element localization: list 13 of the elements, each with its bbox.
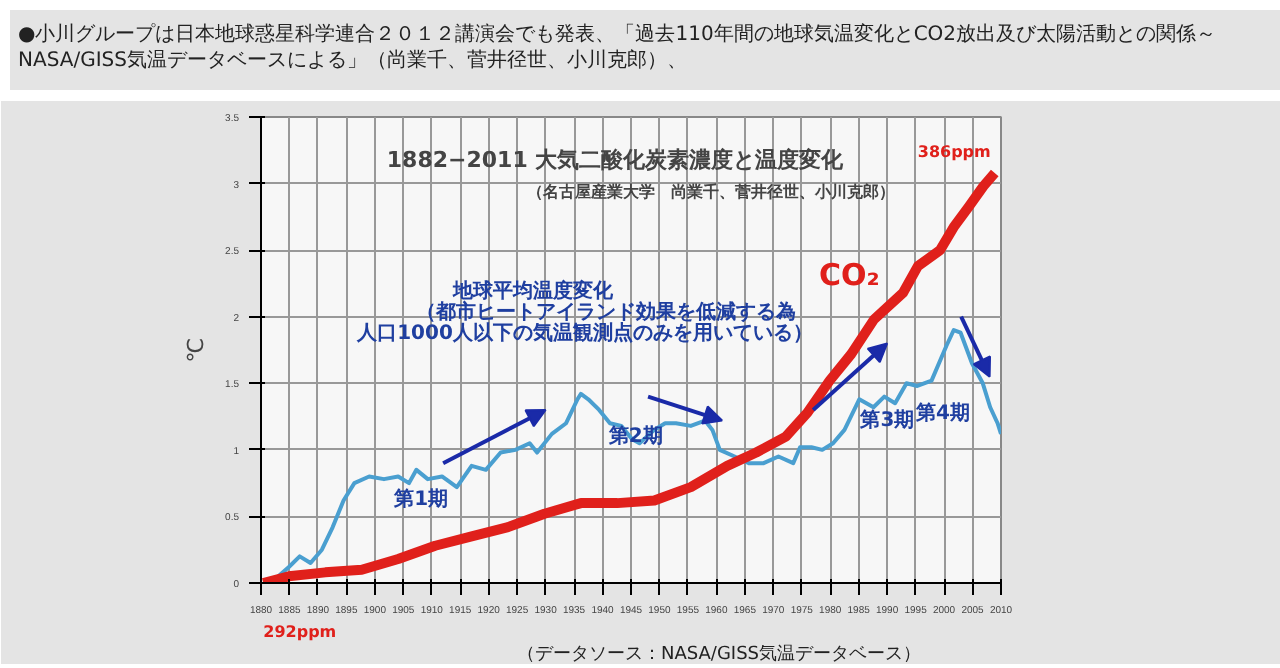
annotation: （都市ヒートアイランド効果を低減する為 bbox=[416, 300, 797, 325]
text: ●小川グループは日本地球惑星科学連合２０１２講演会でも発表、「過去110年間の地球気温変化とCO2放出及び太陽活動との関係～NASA/GISS気温データベースによる」（尚業千、菅井径世、小川克郎）、 bbox=[18, 22, 1219, 74]
series-label: CO₂ bbox=[819, 256, 880, 293]
annotation: 人口1000人以下の気温観測点のみを用いている） bbox=[355, 321, 813, 346]
text: 1882−2011 大気二酸化炭素濃度と温度変化 bbox=[386, 146, 846, 173]
annotation: 第1期 bbox=[392, 486, 449, 511]
annotation: 386ppm bbox=[917, 142, 991, 161]
annotation: 第3期 bbox=[858, 407, 915, 432]
text: （名古屋産業大学 尚業千、菅井径世、小川克郎） bbox=[527, 180, 896, 201]
y-axis-title: ℃ bbox=[183, 337, 210, 363]
annotation: 第4期 bbox=[913, 400, 970, 425]
text: （データソース：NASA/GISS気温データベース） bbox=[516, 643, 922, 665]
annotation: 292ppm bbox=[263, 623, 337, 641]
